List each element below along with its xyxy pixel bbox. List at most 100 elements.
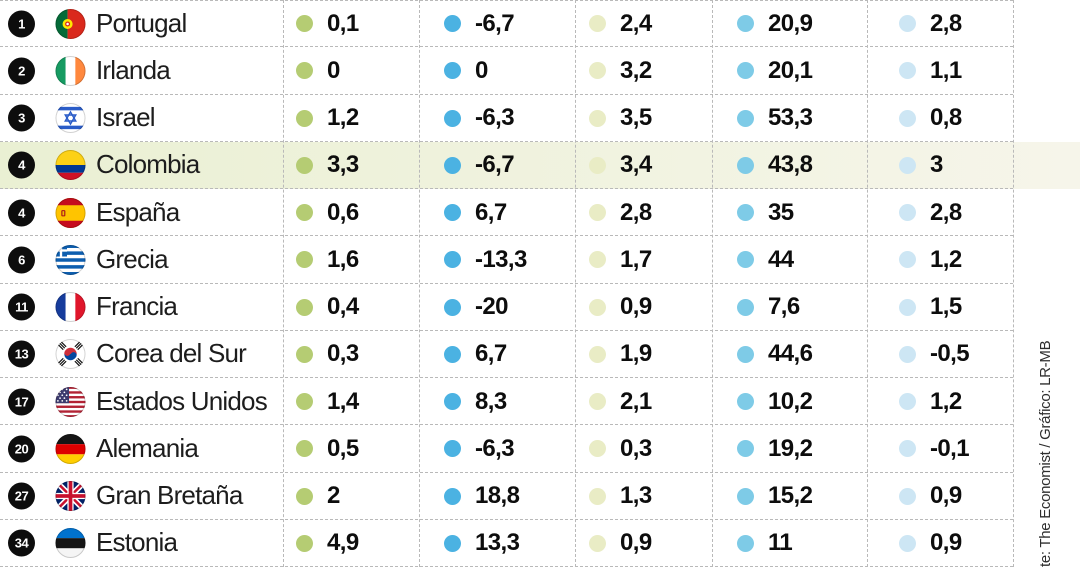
indicator-value: 0,6 [327,198,359,226]
indicator-dot-icon [737,298,754,316]
indicator-dot-icon [296,298,313,316]
indicator-value: 10,2 [768,387,813,415]
value-cell: 53,3 [737,104,813,132]
flag-south-korea-icon [55,339,86,370]
indicator-value: 20,1 [768,56,813,84]
value-cell: 2 [296,482,340,510]
indicator-dot-icon [444,440,461,458]
column-separator [1013,0,1014,567]
country-flag [55,55,86,86]
value-cell: 10,2 [737,387,813,416]
value-cell: 1,2 [899,246,962,274]
indicator-dot-icon [296,251,313,269]
country-name: Grecia [96,243,169,274]
indicator-value: 0,9 [620,293,652,321]
country-flag [55,244,86,275]
country-flag [55,8,86,39]
indicator-dot-icon [589,62,606,80]
value-cell: 0,6 [296,199,359,227]
flag-greece-icon [55,244,86,275]
flag-france-icon [55,292,86,323]
country-flag [55,197,86,228]
flag-uk-icon [55,481,86,512]
country-name: Estonia [96,527,178,558]
indicator-dot-icon [296,487,313,505]
indicator-dot-icon [737,487,754,505]
indicator-value: 2,4 [620,9,652,37]
indicator-value: 1,2 [930,387,962,415]
value-cell: 3,2 [589,57,652,85]
value-cell: 13,3 [444,529,520,557]
indicator-dot-icon [296,156,313,174]
country-name: Francia [96,291,178,322]
value-cell: 4,9 [296,529,359,557]
table-row: 17 Estados Unidos 1,4 8,3 2,1 10,2 1,2 [0,378,1080,426]
table-row: 34 Estonia 4,9 13,3 0,9 11 0,9 [0,520,1080,567]
country-name: España [96,196,180,227]
table-row: 11 Francia 0,4 -20 0,9 7,6 1,5 [0,284,1080,332]
value-cell: 18,8 [444,482,520,510]
indicator-value: 0 [327,56,340,84]
indicator-value: 0,3 [620,434,652,462]
indicator-dot-icon [444,298,461,316]
value-cell: 3 [899,151,943,179]
indicator-dot-icon [444,109,461,127]
indicator-dot-icon [444,251,461,269]
value-cell: -20 [444,293,508,321]
value-cell: -6,7 [444,151,515,179]
indicator-dot-icon [589,156,606,174]
value-cell: 0,9 [589,529,652,557]
value-cell: 15,2 [737,482,813,510]
indicator-dot-icon [296,62,313,80]
value-cell: 19,2 [737,435,813,463]
value-cell: 0,9 [589,293,652,321]
table-row: 13 Corea del Sur 0,3 6,7 1,9 44,6 -0,5 [0,331,1080,379]
value-cell: 1,1 [899,57,962,85]
country-flag [55,292,86,323]
value-cell: 2,8 [899,199,962,227]
flag-estonia-icon [55,528,86,559]
indicator-value: 18,8 [475,482,520,510]
indicator-dot-icon [899,251,916,269]
indicator-dot-icon [737,156,754,174]
indicator-dot-icon [589,204,606,222]
value-cell: 3,4 [589,151,652,179]
indicator-dot-icon [444,156,461,174]
country-flag [55,528,86,559]
indicator-dot-icon [589,109,606,127]
column-separator [867,0,868,567]
indicator-dot-icon [589,534,606,552]
value-cell: 1,2 [899,388,962,416]
flag-ireland-icon [55,55,86,86]
country-flag [55,433,86,464]
indicator-value: 2,8 [930,198,962,226]
value-cell: 1,3 [589,482,652,510]
indicator-value: 7,6 [768,293,800,321]
indicator-dot-icon [296,440,313,458]
indicator-value: 2,1 [620,387,652,415]
indicator-dot-icon [296,534,313,552]
rank-badge: 4 [8,151,35,179]
indicator-dot-icon [444,204,461,222]
indicator-dot-icon [589,15,606,33]
indicator-dot-icon [737,534,754,552]
indicator-value: 1,4 [327,387,359,415]
value-cell: 20,9 [737,10,813,38]
column-separator [419,0,420,567]
flag-usa-icon [55,386,86,417]
flag-colombia-icon [55,150,86,181]
indicator-dot-icon [296,345,313,363]
indicator-dot-icon [296,204,313,222]
value-cell: -0,5 [899,340,970,368]
value-cell: 43,8 [737,151,813,179]
column-separator [575,0,576,567]
flag-germany-icon [55,433,86,464]
indicator-dot-icon [444,62,461,80]
indicator-dot-icon [589,393,606,411]
indicator-value: 35 [768,198,794,226]
indicator-value: 1,3 [620,482,652,510]
indicator-dot-icon [737,440,754,458]
value-cell: 0,3 [589,435,652,463]
indicator-value: 1,2 [327,104,359,132]
indicator-dot-icon [899,534,916,552]
